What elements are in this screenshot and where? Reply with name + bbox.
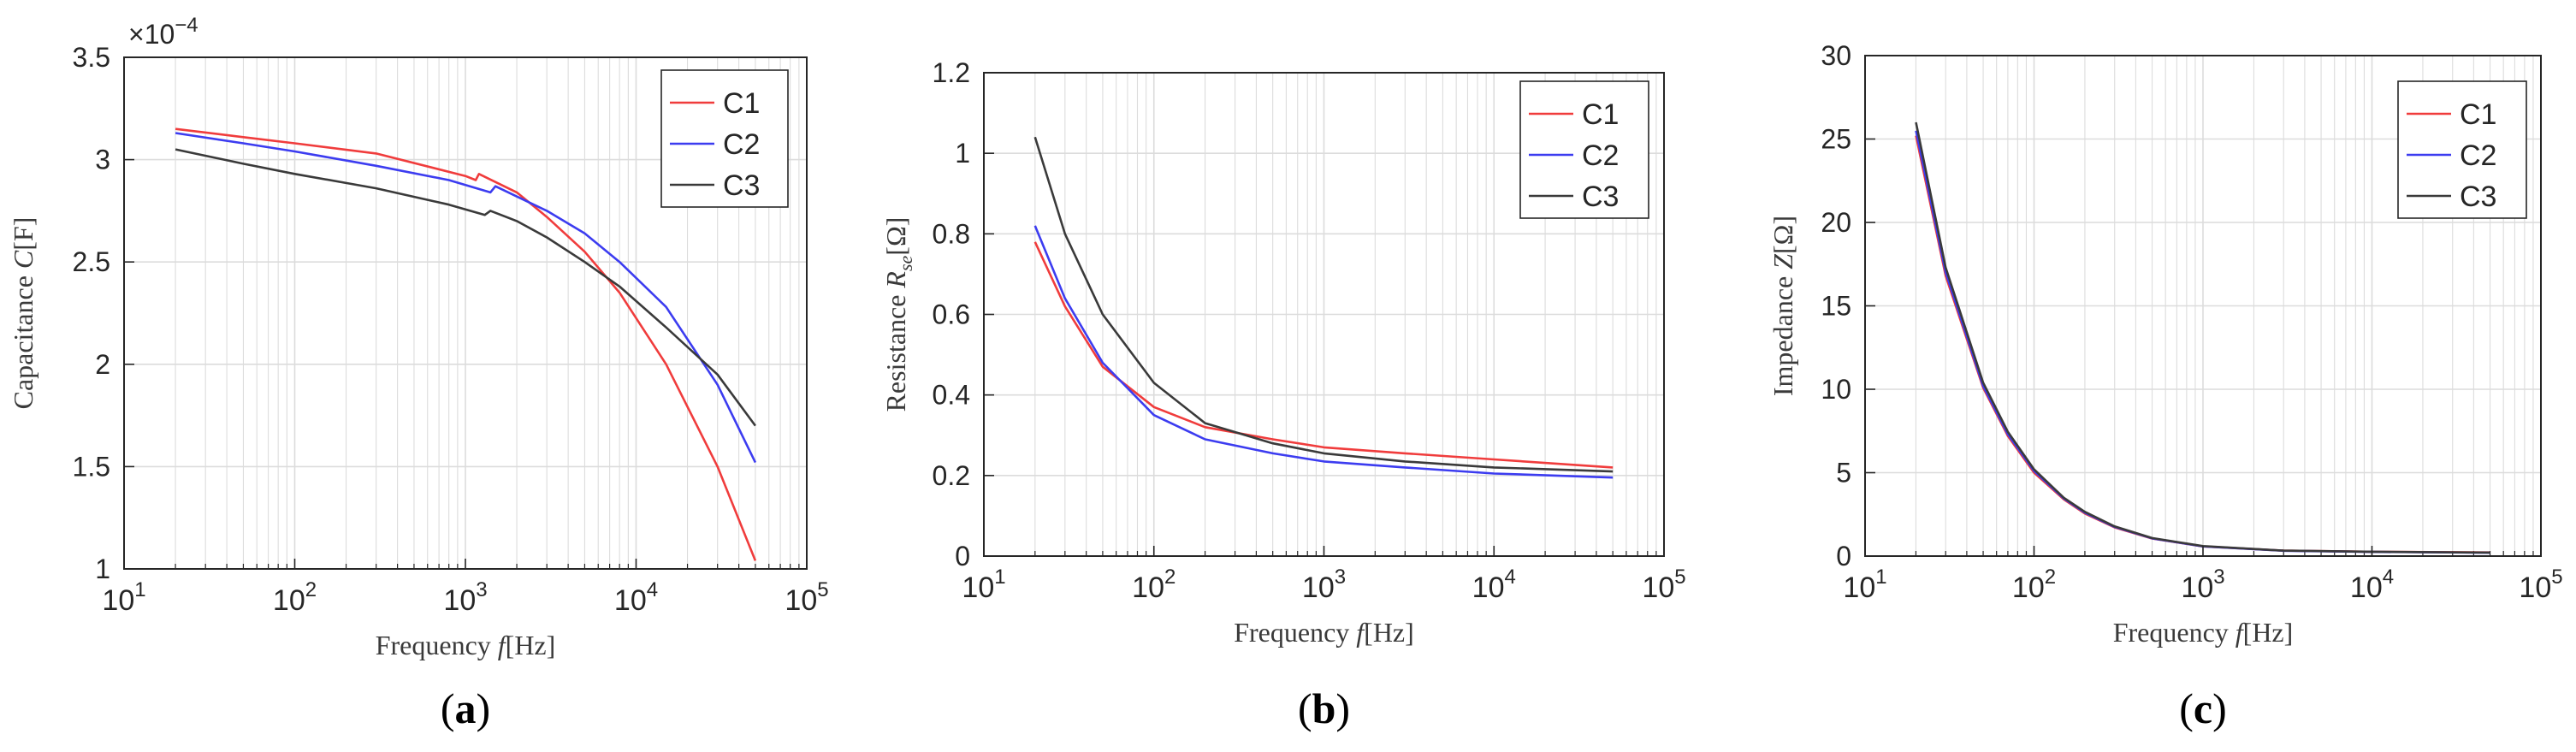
x-tick-label: 105: [785, 578, 828, 617]
series-line-c3: [1915, 121, 2490, 554]
legend: C1 C2 C3: [660, 69, 789, 208]
series-line-c1: [175, 127, 757, 561]
y-tick-label: 30: [1821, 40, 1851, 71]
legend-label-c3: C3: [1582, 181, 1619, 213]
x-axis-label: Frequency f[Hz]: [376, 630, 556, 660]
y-tick-label: 0.4: [933, 380, 970, 411]
legend-label-c1: C1: [723, 87, 760, 120]
y-tick-label: 0.2: [933, 460, 970, 491]
series-line-c3: [175, 148, 756, 427]
y-tick-label: 1.5: [73, 451, 110, 482]
x-axis-label: Frequency f[Hz]: [1234, 617, 1414, 648]
y-tick-label: 2.5: [73, 246, 110, 277]
legend-label-c2: C2: [2460, 139, 2496, 172]
y-tick-label: 0: [1836, 541, 1851, 571]
x-tick-label: 103: [1302, 565, 1346, 604]
series-line-c2: [1033, 225, 1614, 479]
y-tick-label: 0.6: [933, 299, 970, 330]
chart-panel-c: 101 102 103 104 105 0 5 10 15 20 25 30 Frequency f[H…: [1768, 40, 2563, 732]
y-tick-label: 1: [955, 138, 970, 169]
y-tick-label: 10: [1821, 374, 1851, 405]
y-tick-label: 25: [1821, 124, 1851, 155]
legend-label-c2: C2: [1582, 139, 1619, 172]
legend: C1 C2 C3: [2397, 80, 2527, 219]
panel-label: (b): [1298, 684, 1350, 732]
x-tick-label: 101: [1843, 565, 1886, 604]
x-tick-label: 101: [962, 565, 1005, 604]
x-tick-label: 103: [2181, 565, 2224, 604]
y-tick-label: 20: [1821, 207, 1851, 238]
y-tick-label: 0.8: [933, 218, 970, 249]
x-tick-label: 102: [273, 578, 317, 617]
panel-label: (c): [2179, 684, 2227, 732]
y-axis-label: Capacitance C[F]: [8, 217, 38, 410]
x-tick-label: 103: [443, 578, 487, 617]
legend-label-c3: C3: [723, 169, 760, 202]
series-line-c3: [1033, 136, 1614, 473]
y-tick-label: 3: [95, 145, 110, 175]
legend-label-c2: C2: [723, 128, 760, 161]
axis-multiplier: ×10−4: [128, 14, 198, 50]
y-axis-label: Resistance Rse[Ω]: [880, 217, 916, 412]
x-tick-label: 105: [1642, 565, 1685, 604]
legend-label-c1: C1: [1582, 98, 1619, 131]
x-tick-label: 101: [102, 578, 145, 617]
x-axis-label: Frequency f[Hz]: [2113, 617, 2294, 648]
x-tick-label: 105: [2519, 565, 2562, 604]
x-tick-label: 104: [614, 578, 658, 617]
x-tick-label: 104: [2350, 565, 2394, 604]
chart-panel-b: 101 102 103 104 105 0 0.2 0.4 0.6 0.8 1 1.2 Frequenc…: [880, 57, 1686, 732]
y-axis-label: Impedance Z[Ω]: [1768, 216, 1798, 396]
y-tick-label: 15: [1821, 291, 1851, 322]
y-tick-label: 5: [1836, 458, 1851, 489]
y-tick-label: 1.2: [933, 57, 970, 88]
y-tick-label: 3.5: [73, 42, 110, 73]
legend: C1 C2 C3: [1519, 80, 1649, 219]
y-tick-label: 1: [95, 554, 110, 584]
series-line-c2: [175, 132, 757, 464]
legend-label-c3: C3: [2460, 181, 2496, 213]
y-tick-label: 0: [955, 541, 970, 571]
chart-panel-a: 101 102 103 104 105 1 1.5 2 2.5 3 3.5 ×10−4 Frequenc…: [8, 14, 829, 732]
x-tick-label: 102: [1132, 565, 1175, 604]
x-tick-label: 102: [2012, 565, 2056, 604]
panel-label: (a): [441, 684, 490, 732]
y-tick-label: 2: [95, 349, 110, 380]
x-tick-label: 104: [1472, 565, 1516, 604]
legend-label-c1: C1: [2460, 98, 2496, 131]
